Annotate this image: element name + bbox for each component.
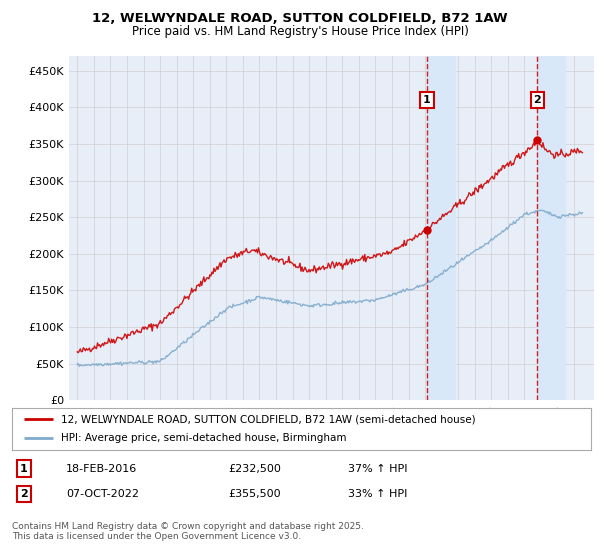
- Text: 1: 1: [423, 95, 431, 105]
- Text: 12, WELWYNDALE ROAD, SUTTON COLDFIELD, B72 1AW (semi-detached house): 12, WELWYNDALE ROAD, SUTTON COLDFIELD, B…: [61, 414, 476, 424]
- Text: Price paid vs. HM Land Registry's House Price Index (HPI): Price paid vs. HM Land Registry's House …: [131, 25, 469, 38]
- Text: 2: 2: [533, 95, 541, 105]
- Text: 2: 2: [20, 489, 28, 499]
- Text: 07-OCT-2022: 07-OCT-2022: [66, 489, 139, 499]
- Text: HPI: Average price, semi-detached house, Birmingham: HPI: Average price, semi-detached house,…: [61, 433, 347, 444]
- Text: 37% ↑ HPI: 37% ↑ HPI: [348, 464, 407, 474]
- Text: £232,500: £232,500: [228, 464, 281, 474]
- Bar: [537, 56, 565, 400]
- Text: Contains HM Land Registry data © Crown copyright and database right 2025.
This d: Contains HM Land Registry data © Crown c…: [12, 522, 364, 542]
- Text: 1: 1: [20, 464, 28, 474]
- Text: 33% ↑ HPI: 33% ↑ HPI: [348, 489, 407, 499]
- Bar: [427, 56, 455, 400]
- Text: £355,500: £355,500: [228, 489, 281, 499]
- Text: 18-FEB-2016: 18-FEB-2016: [66, 464, 137, 474]
- Text: 12, WELWYNDALE ROAD, SUTTON COLDFIELD, B72 1AW: 12, WELWYNDALE ROAD, SUTTON COLDFIELD, B…: [92, 12, 508, 25]
